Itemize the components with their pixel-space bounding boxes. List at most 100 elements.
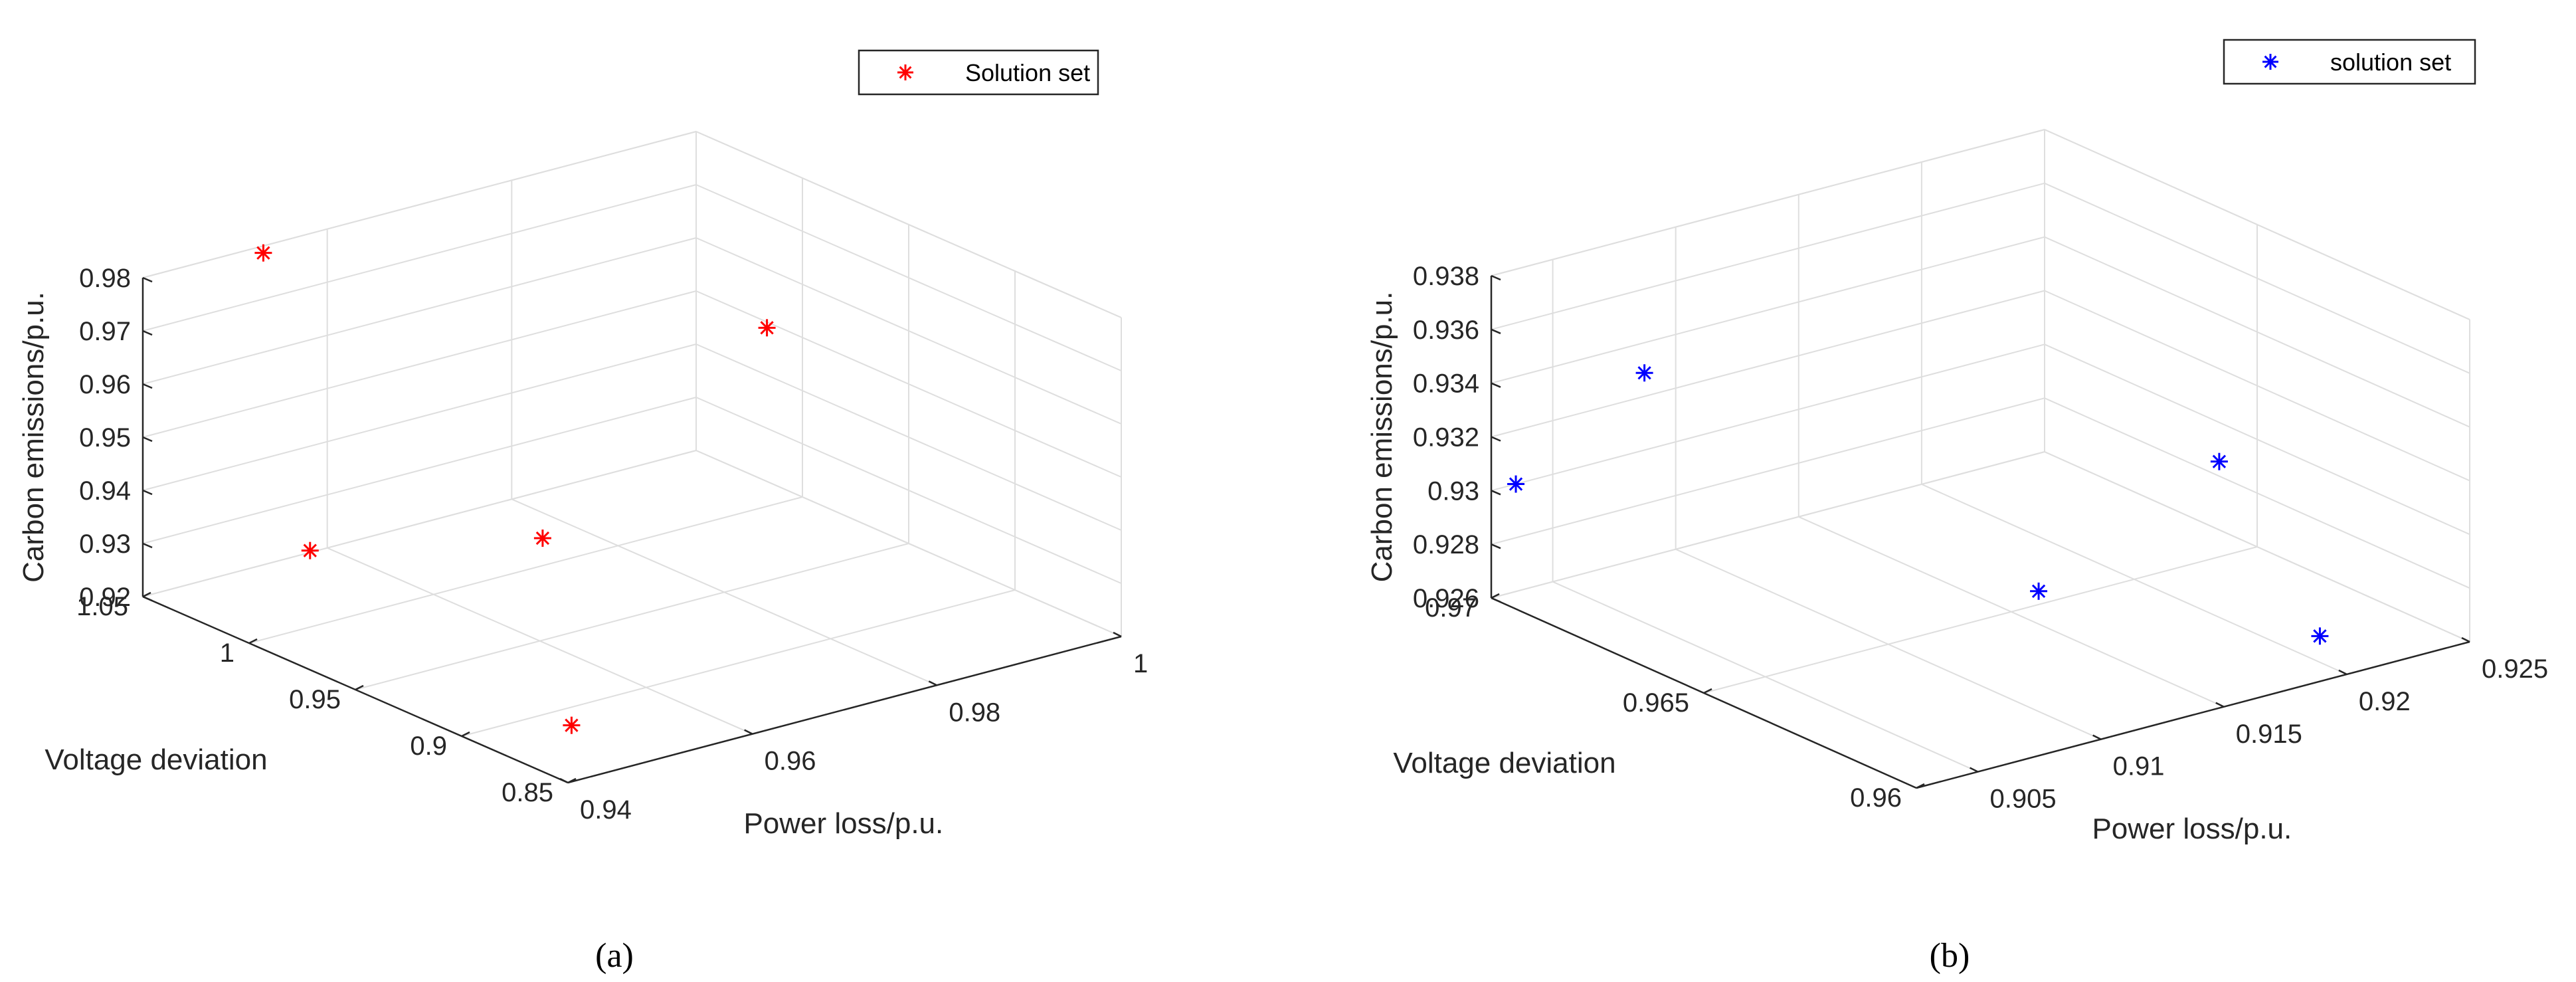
- z-tick-mark: [142, 330, 153, 336]
- y-tick-label: 0.915: [2236, 720, 2302, 749]
- grid-line: [1491, 344, 2045, 492]
- z-tick-mark: [142, 383, 153, 389]
- panel-caption: (a): [595, 937, 634, 975]
- z-tick-label: 0.96: [79, 370, 131, 399]
- x-tick-label: 0.97: [1425, 593, 1477, 623]
- z-tick-label: 0.934: [1413, 369, 1479, 399]
- grid-line: [1491, 451, 2045, 599]
- x-tick-label: 0.95: [289, 685, 341, 714]
- y-tick-label: 0.91: [2113, 752, 2165, 781]
- x-tick-mark: [1916, 783, 1925, 789]
- grid-line: [142, 290, 697, 438]
- grid-line: [327, 547, 753, 735]
- z-tick-mark: [1491, 382, 1501, 388]
- grid-line: [695, 184, 1122, 371]
- grid-line: [142, 344, 697, 491]
- z-tick-label: 0.98: [79, 264, 131, 293]
- grid-line: [1491, 290, 2045, 438]
- grid-line: [142, 184, 697, 332]
- z-tick-label: 0.97: [79, 317, 131, 346]
- panel-caption: (b): [1930, 937, 1970, 975]
- x-tick-mark: [142, 591, 151, 598]
- y-axis-title: Power loss/p.u.: [743, 807, 943, 840]
- z-tick-mark: [142, 595, 153, 602]
- y-tick-label: 0.98: [949, 698, 1000, 727]
- z-tick-mark: [1491, 597, 1501, 603]
- grid-line: [695, 344, 1122, 531]
- grid-line: [695, 450, 1122, 637]
- y-axis-title: Power loss/p.u.: [2092, 813, 2292, 845]
- y-tick-label: 0.925: [2482, 654, 2548, 684]
- z-tick-label: 0.95: [79, 423, 131, 452]
- marker-stroke: [535, 531, 550, 545]
- z-tick-mark: [142, 489, 153, 496]
- grid-line: [2044, 344, 2470, 536]
- x-axis-title: Voltage deviation: [45, 743, 267, 776]
- grid-line: [2044, 182, 2470, 374]
- y-tick-mark: [744, 729, 753, 735]
- x-tick-label: 1.05: [76, 592, 128, 621]
- z-tick-mark: [1491, 490, 1501, 496]
- marker-stroke: [899, 66, 912, 79]
- marker-stroke: [1637, 366, 1651, 380]
- legend: solution set: [2223, 39, 2476, 85]
- x-tick-mark: [567, 777, 577, 784]
- z-tick-label: 0.938: [1413, 262, 1479, 291]
- grid-line: [511, 498, 937, 686]
- x-tick-label: 1: [220, 638, 234, 668]
- y-tick-label: 1: [1133, 649, 1148, 678]
- data-point: [758, 319, 776, 337]
- z-tick-label: 0.93: [79, 530, 131, 559]
- x-tick-mark: [461, 731, 470, 737]
- panel-a: 0.85 0.9 0.95 1 1.05 0.94 0.96 0.98 1 0.92 0.93 0.9…: [17, 49, 1148, 975]
- x-tick-mark: [1491, 593, 1500, 599]
- grid-line: [1921, 483, 2347, 675]
- grid-line: [695, 397, 1122, 584]
- grid-line: [355, 543, 909, 690]
- y-tick-mark: [2215, 702, 2225, 708]
- grid-line: [2044, 451, 2470, 642]
- data-point: [1507, 475, 1525, 493]
- y-tick-label: 0.94: [580, 795, 632, 825]
- x-tick-label: 0.96: [1850, 783, 1902, 813]
- grid-line: [2044, 397, 2470, 589]
- z-tick-label: 0.93: [1427, 476, 1479, 506]
- box-edge: [2044, 129, 2470, 320]
- legend: Solution set: [858, 49, 1099, 96]
- z-tick-mark: [1491, 274, 1501, 281]
- x-tick-mark: [248, 638, 258, 644]
- data-point: [533, 530, 551, 547]
- y-tick-mark: [2461, 637, 2470, 643]
- x-axis-title: Voltage deviation: [1393, 747, 1615, 779]
- legend-label: solution set: [2330, 49, 2451, 76]
- data-point: [1635, 364, 1653, 382]
- marker-stroke: [2313, 629, 2327, 643]
- grid-line: [461, 589, 1016, 737]
- grid-line: [142, 397, 697, 544]
- marker-stroke: [2031, 584, 2046, 598]
- grid-line: [142, 237, 697, 385]
- z-tick-mark: [1491, 543, 1501, 549]
- y-tick-mark: [1969, 767, 1979, 773]
- z-tick-mark: [142, 436, 153, 442]
- z-tick-label: 0.926: [1413, 584, 1479, 613]
- legend-marker: [2262, 54, 2278, 70]
- grid-line: [1703, 546, 2258, 694]
- z-axis-title: Carbon emissions/p.u.: [1366, 292, 1398, 583]
- x-tick-label: 0.85: [502, 778, 553, 807]
- grid-line: [1798, 516, 2225, 708]
- z-tick-label: 0.94: [79, 476, 131, 506]
- x-tick-mark: [355, 684, 364, 691]
- marker-stroke: [2264, 55, 2277, 68]
- marker-stroke: [1509, 477, 1523, 491]
- data-point: [2210, 452, 2228, 470]
- x-tick-label: 0.9: [410, 732, 447, 761]
- marker-stroke: [565, 718, 579, 732]
- data-point: [301, 541, 319, 559]
- legend-label: Solution set: [965, 59, 1090, 86]
- grid-line: [2044, 236, 2470, 428]
- x-tick-mark: [1703, 688, 1712, 694]
- z-tick-label: 0.928: [1413, 530, 1479, 559]
- box-edge: [142, 131, 697, 278]
